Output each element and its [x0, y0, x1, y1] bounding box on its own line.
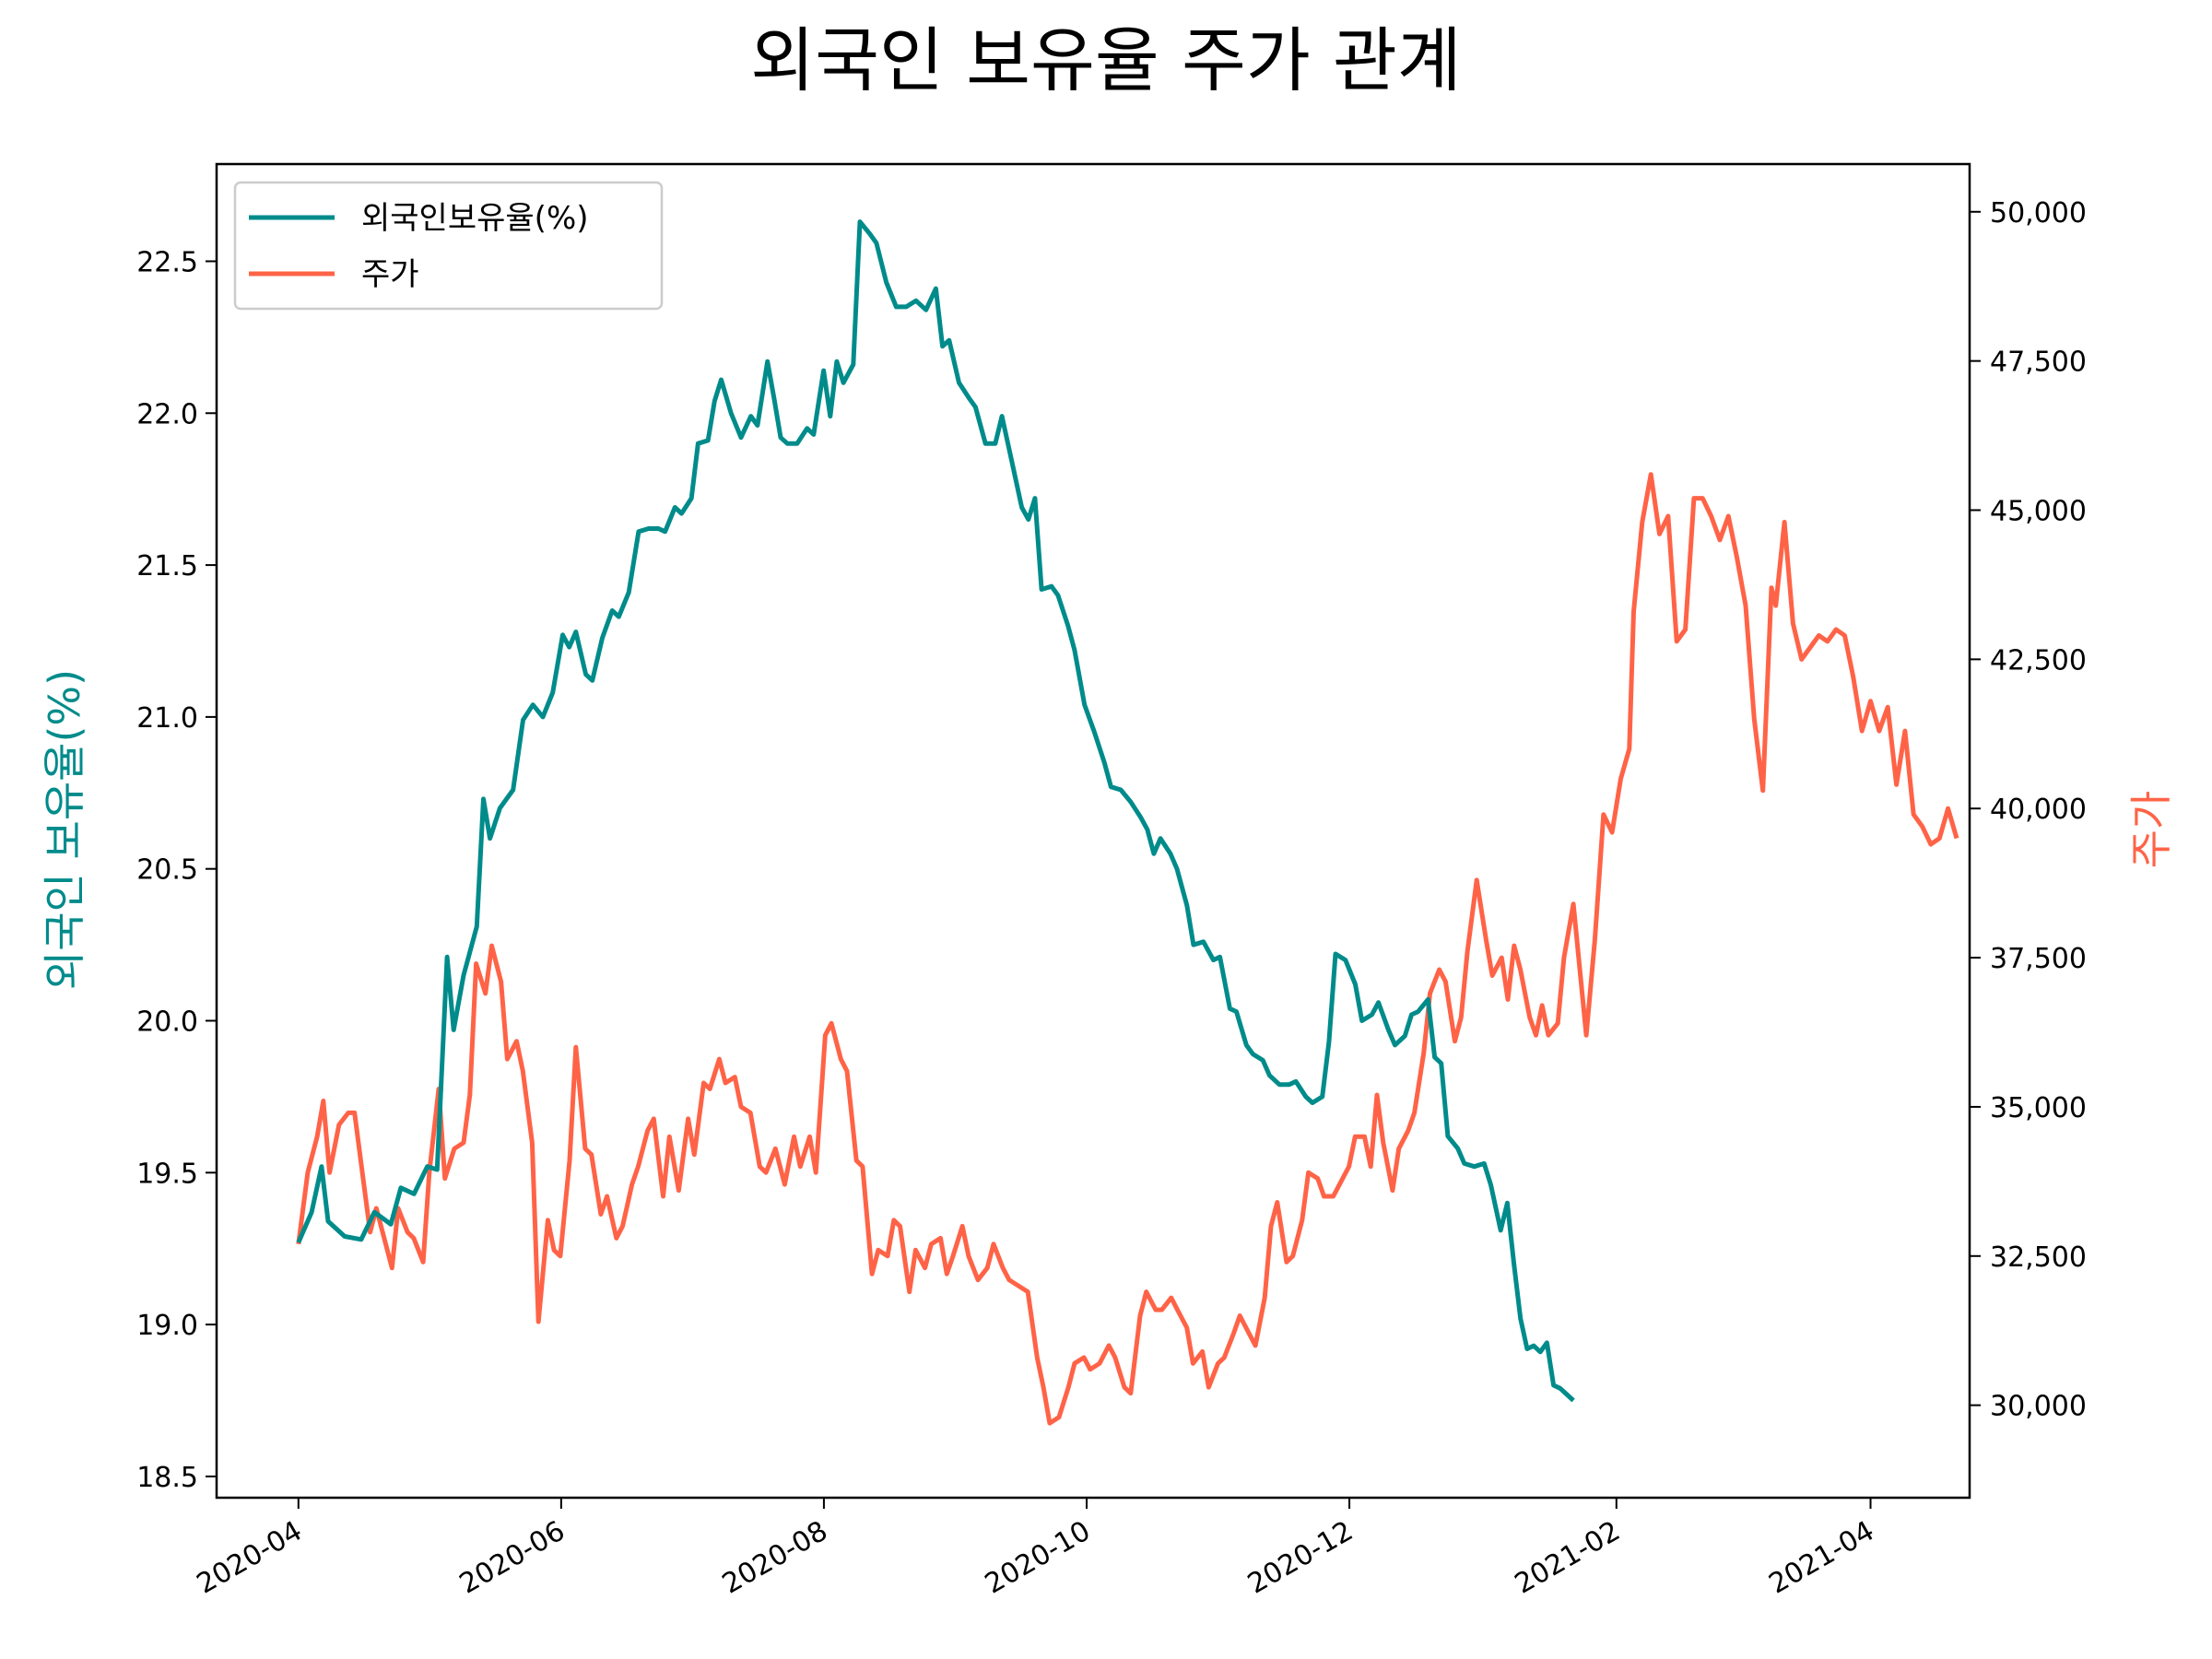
x-tick-label: 2020-08 [717, 1515, 833, 1601]
right-tick-label: 47,500 [1990, 347, 2087, 379]
left-tick-label: 22.0 [136, 398, 198, 430]
right-tick-label: 50,000 [1990, 197, 2087, 229]
legend: 외국인보유율(%) 주가 [233, 181, 664, 311]
series-lines [296, 219, 1959, 1426]
right-tick-label: 32,500 [1990, 1241, 2087, 1274]
chart-title: 외국인 보유율 주가 관계 [750, 19, 1462, 101]
legend-label-stock-price: 주가 [361, 256, 419, 293]
right-y-axis-title: 주가 [2126, 791, 2176, 869]
legend-box [233, 181, 664, 311]
x-tick-label: 2020-06 [454, 1515, 571, 1601]
series-line-foreign-ratio [296, 219, 1575, 1403]
plot-frame [215, 162, 1971, 1500]
left-tick-label: 19.0 [136, 1310, 198, 1342]
left-tick-label: 19.5 [136, 1158, 198, 1190]
right-tick-label: 30,000 [1990, 1391, 2087, 1423]
left-tick-label: 21.5 [136, 550, 198, 582]
left-tick-label: 20.5 [136, 854, 198, 887]
right-tick-label: 45,000 [1990, 496, 2087, 528]
x-tick-label: 2021-02 [1510, 1515, 1626, 1601]
x-tick-label: 2020-10 [980, 1515, 1096, 1601]
x-tick-label: 2021-04 [1763, 1515, 1879, 1601]
legend-label-foreign-ratio: 외국인보유율(%) [361, 200, 589, 237]
series-line-stock-price [296, 472, 1959, 1426]
left-y-axis: 18.5 19.0 19.5 20.0 20.5 21.0 21.5 22.0 22.5 [136, 246, 217, 1494]
x-axis: 2020-04 2020-06 2020-08 2020-10 2020-12 2021-… [192, 1498, 1880, 1601]
x-tick-label: 2020-04 [192, 1515, 308, 1601]
left-tick-label: 18.5 [136, 1462, 198, 1494]
x-tick-label: 2020-12 [1242, 1515, 1359, 1601]
left-tick-label: 22.5 [136, 246, 198, 278]
right-tick-label: 35,000 [1990, 1092, 2087, 1124]
left-y-axis-title: 외국인 보유율(%) [40, 669, 89, 990]
right-y-axis: 30,000 32,500 35,000 37,500 40,000 42,500 45,0… [1970, 197, 2087, 1423]
left-tick-label: 20.0 [136, 1006, 198, 1039]
right-tick-label: 40,000 [1990, 794, 2087, 826]
right-tick-label: 37,500 [1990, 943, 2087, 975]
right-tick-label: 42,500 [1990, 644, 2087, 677]
left-tick-label: 21.0 [136, 702, 198, 735]
